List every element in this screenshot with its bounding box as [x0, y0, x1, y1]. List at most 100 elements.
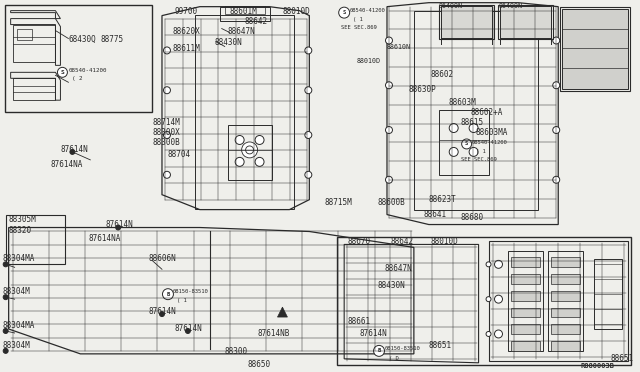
Circle shape	[305, 47, 312, 54]
Text: 87614NA: 87614NA	[88, 234, 121, 244]
Text: 88010D: 88010D	[357, 58, 381, 64]
Circle shape	[486, 331, 491, 336]
Text: 88304M: 88304M	[3, 287, 31, 296]
Text: 88602: 88602	[431, 70, 454, 79]
Text: 88430N: 88430N	[215, 38, 243, 48]
Text: 88680: 88680	[461, 212, 484, 222]
Text: S: S	[342, 10, 346, 15]
Circle shape	[486, 296, 491, 302]
Bar	[560, 7, 630, 91]
Text: B: B	[166, 292, 170, 297]
Circle shape	[495, 260, 502, 268]
Circle shape	[186, 328, 190, 333]
Bar	[511, 257, 540, 267]
Text: 88304M: 88304M	[3, 341, 31, 350]
Text: 87614N: 87614N	[105, 219, 133, 228]
Text: ( D: ( D	[389, 356, 399, 361]
Circle shape	[385, 176, 392, 183]
Text: ( 2: ( 2	[72, 76, 83, 81]
Text: 88010D: 88010D	[282, 7, 310, 16]
Bar	[551, 341, 580, 351]
Text: 88300: 88300	[225, 347, 248, 356]
Circle shape	[553, 126, 560, 134]
Bar	[17, 29, 31, 41]
Circle shape	[163, 87, 170, 94]
Bar	[548, 251, 583, 351]
Circle shape	[3, 328, 8, 333]
Text: 88600B: 88600B	[377, 198, 404, 207]
Circle shape	[449, 147, 458, 156]
Circle shape	[305, 87, 312, 94]
Text: 88651: 88651	[610, 354, 633, 363]
Text: 88642: 88642	[244, 17, 268, 26]
Text: ( 1: ( 1	[353, 17, 363, 22]
Text: 88603MA: 88603MA	[476, 128, 508, 137]
Text: 88715M: 88715M	[324, 198, 352, 207]
Circle shape	[461, 139, 472, 149]
Bar	[499, 5, 553, 39]
Text: 88642: 88642	[391, 237, 414, 247]
Text: 88601M: 88601M	[230, 7, 257, 16]
Bar	[439, 5, 493, 39]
Text: ( 1: ( 1	[476, 149, 485, 154]
Circle shape	[246, 146, 253, 154]
Text: 08540-41200: 08540-41200	[68, 68, 107, 73]
Text: 88651: 88651	[429, 341, 452, 350]
Text: 87614NB: 87614NB	[257, 329, 290, 338]
Text: 88650: 88650	[248, 360, 271, 369]
Text: 88606N: 88606N	[148, 254, 176, 263]
Polygon shape	[562, 9, 628, 89]
Circle shape	[553, 176, 560, 183]
Text: 88304MA: 88304MA	[3, 254, 35, 263]
Polygon shape	[278, 307, 287, 317]
Text: 08540-41200: 08540-41200	[472, 140, 508, 145]
Circle shape	[495, 295, 502, 303]
Text: 88620X: 88620X	[173, 26, 201, 36]
Text: 08150-83510: 08150-83510	[173, 289, 209, 294]
Bar	[439, 110, 488, 175]
Circle shape	[159, 312, 164, 317]
Bar	[511, 274, 540, 284]
Circle shape	[163, 171, 170, 178]
Text: 87614N: 87614N	[148, 307, 176, 316]
Bar	[551, 324, 580, 334]
Text: 99700: 99700	[175, 7, 198, 16]
Circle shape	[255, 157, 264, 166]
Bar	[551, 291, 580, 301]
Text: S: S	[61, 70, 64, 75]
Bar	[195, 15, 294, 209]
Text: 88630P: 88630P	[409, 85, 436, 94]
Circle shape	[449, 124, 458, 132]
Text: 88300X: 88300X	[152, 128, 180, 137]
Bar	[228, 125, 273, 180]
Bar	[551, 308, 580, 317]
Circle shape	[385, 82, 392, 89]
Text: 88661: 88661	[347, 317, 371, 326]
Bar	[414, 11, 538, 209]
Circle shape	[553, 82, 560, 89]
Text: 88430N: 88430N	[377, 281, 404, 290]
Circle shape	[339, 7, 349, 18]
Circle shape	[3, 262, 8, 267]
Text: 87614N: 87614N	[175, 324, 203, 333]
Circle shape	[116, 225, 121, 230]
Text: 88320: 88320	[9, 225, 32, 234]
Text: 88602+A: 88602+A	[470, 108, 503, 117]
Text: 88641: 88641	[424, 209, 447, 219]
Circle shape	[469, 124, 478, 132]
Circle shape	[163, 47, 170, 54]
Bar	[511, 308, 540, 317]
Text: SEE SEC.869: SEE SEC.869	[341, 25, 377, 29]
Circle shape	[495, 330, 502, 338]
Circle shape	[163, 289, 173, 299]
Text: 08150-83510: 08150-83510	[385, 346, 420, 351]
Bar	[511, 341, 540, 351]
Circle shape	[305, 132, 312, 138]
Text: 88305M: 88305M	[9, 215, 36, 224]
Circle shape	[235, 157, 244, 166]
Circle shape	[553, 37, 560, 44]
Bar	[13, 25, 56, 62]
Text: 87614N: 87614N	[60, 145, 88, 154]
Bar	[594, 259, 622, 329]
Text: 88304MA: 88304MA	[3, 321, 35, 330]
